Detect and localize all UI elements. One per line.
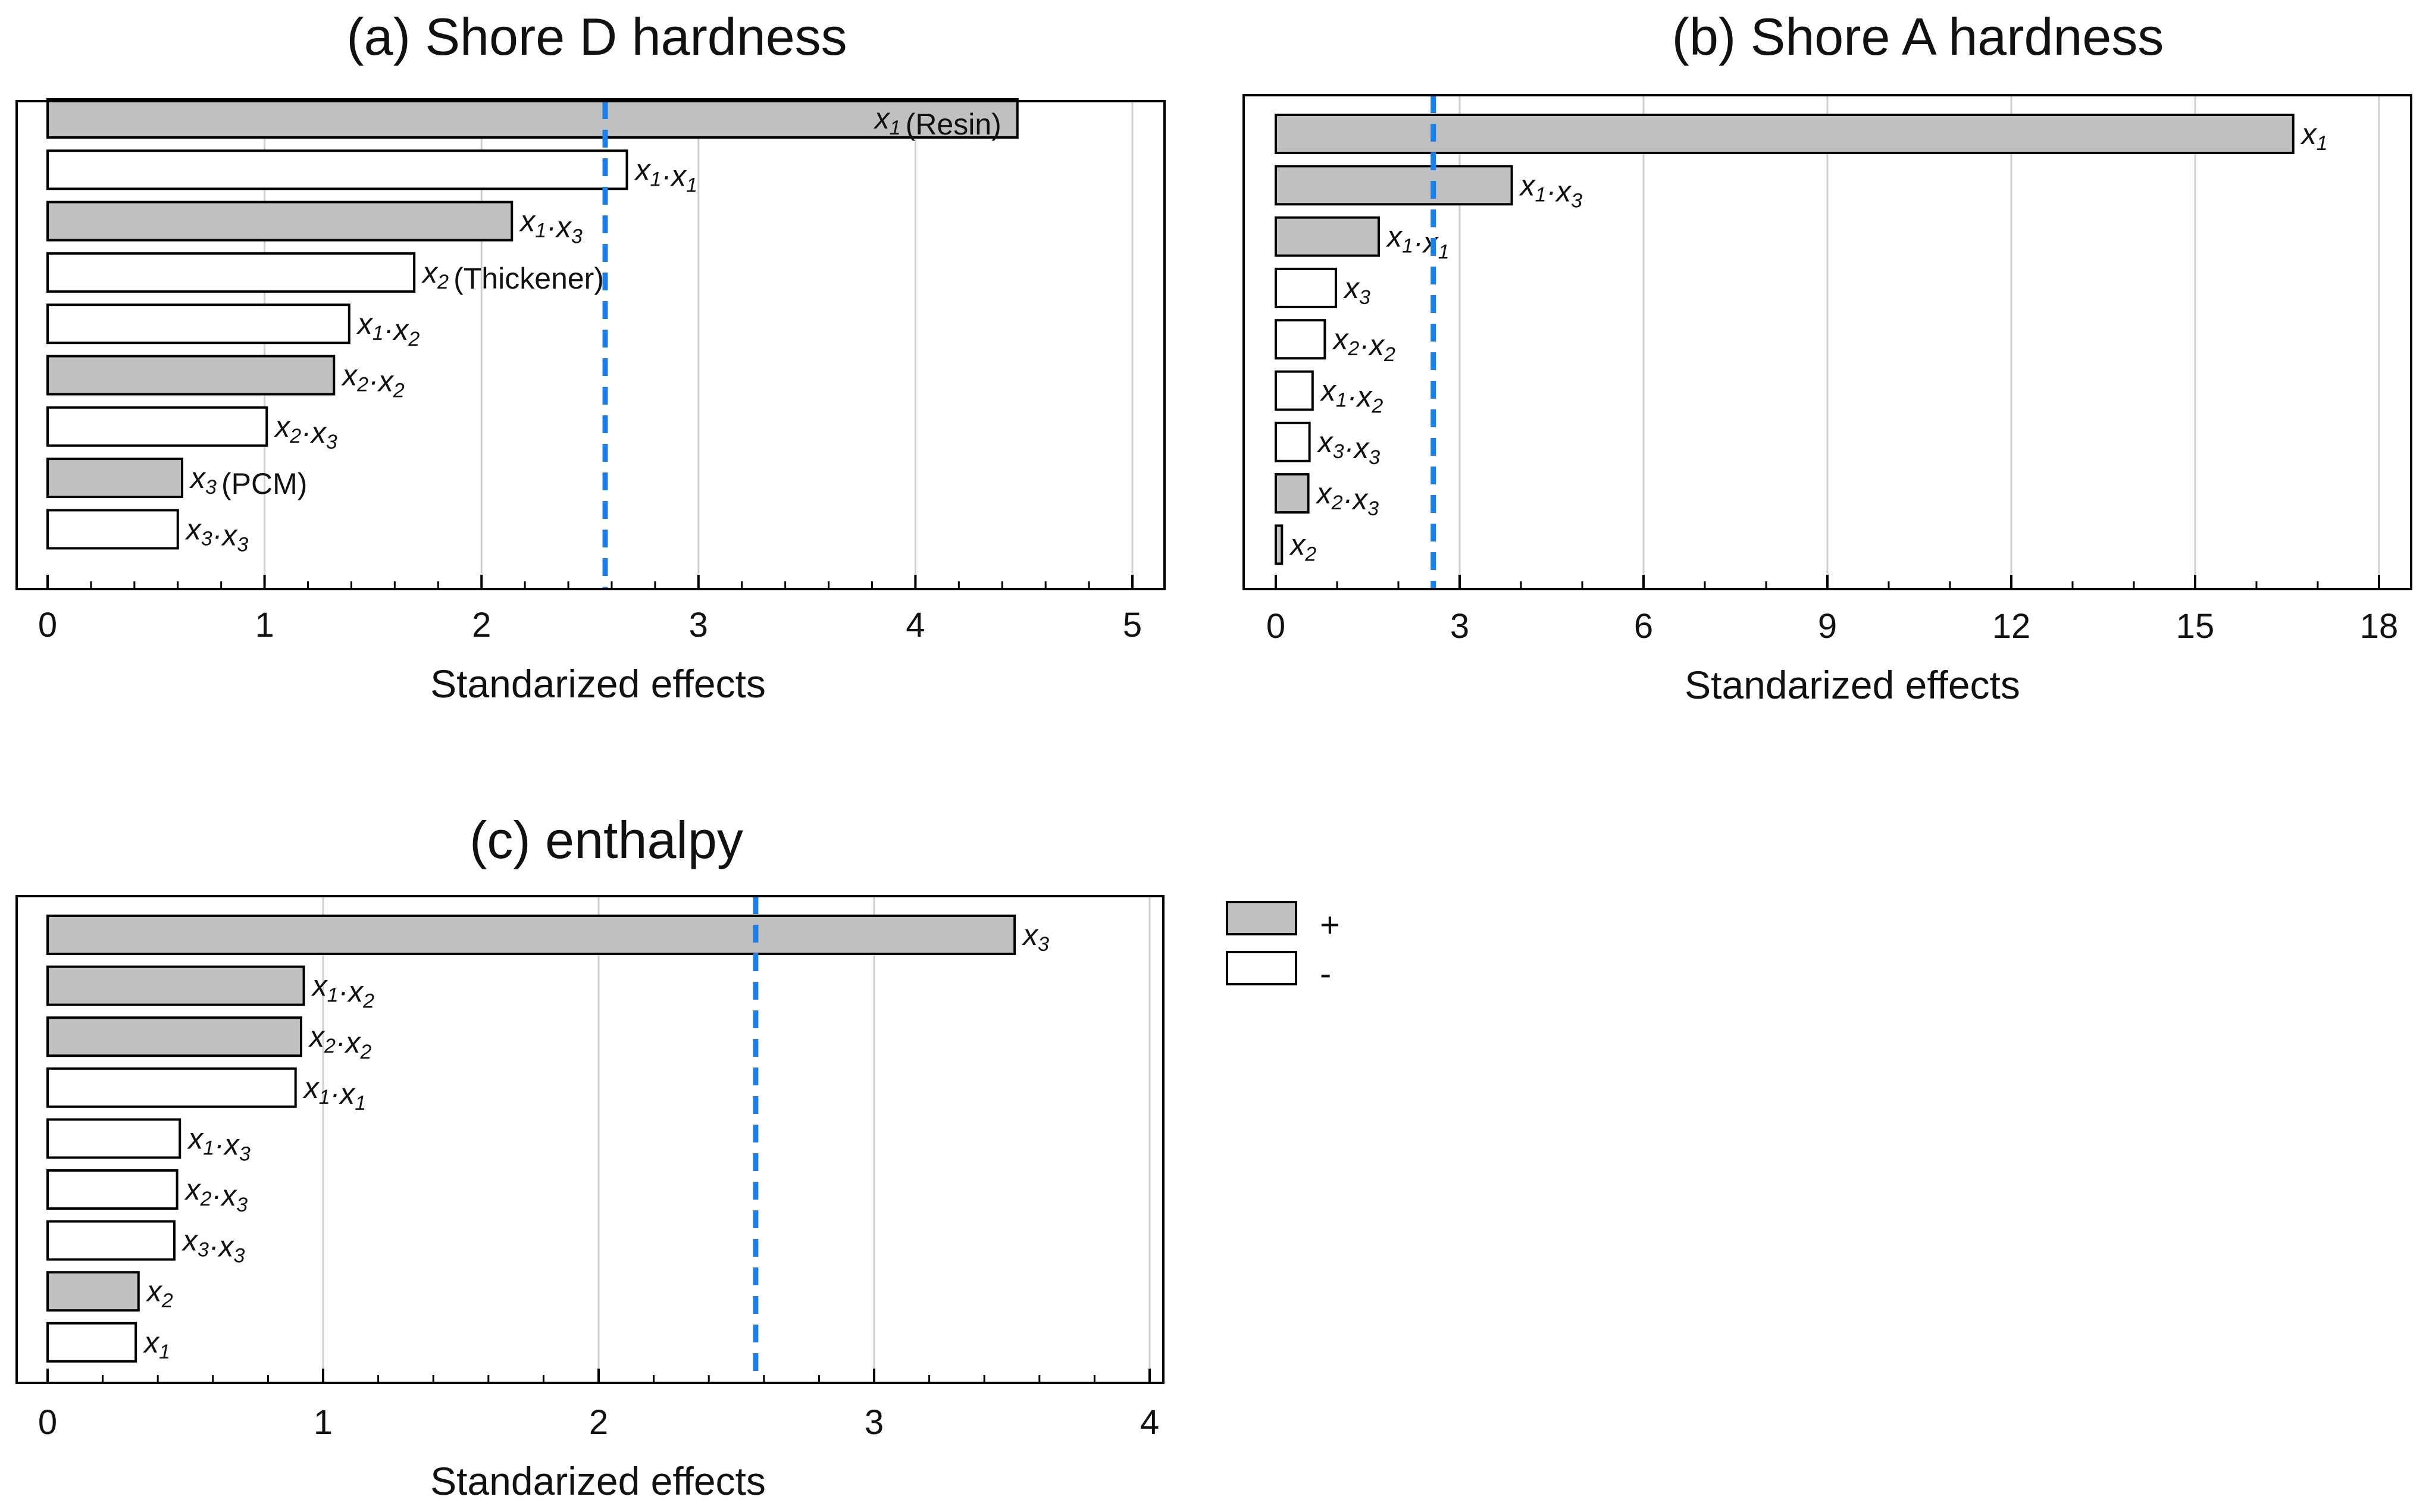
x-tick-label: 0 — [38, 606, 57, 644]
x-tick-label: 4 — [906, 606, 925, 644]
x-axis-label: Standarized effects — [1685, 663, 2020, 707]
plot-frame — [15, 100, 1166, 590]
legend-label-positive: + — [1320, 906, 1340, 944]
x-tick-label: 5 — [1123, 606, 1142, 644]
bar — [46, 1016, 302, 1057]
bar-label: x3·x3 — [181, 1224, 245, 1267]
bar-label: x1·x2 — [1320, 374, 1383, 418]
bar — [46, 915, 1016, 955]
bar-label: x1 (Resin) — [874, 102, 1001, 141]
panel-enthalpy: (c) enthalpy x3 x1·x2 x2·x2 x1·x1 x1·x3 x2·x3 x… — [15, 810, 1165, 1503]
bar-label: x1·x3 — [519, 205, 583, 248]
bar-label: x2·x3 — [184, 1173, 248, 1216]
x-tick-label: 4 — [1140, 1403, 1159, 1442]
bar — [46, 1067, 297, 1108]
bar — [46, 201, 514, 242]
legend-swatch-positive — [1226, 901, 1297, 935]
bar-label: x2·x3 — [1316, 477, 1379, 520]
bar-label: x3 — [1343, 271, 1370, 309]
plot-frame — [15, 895, 1165, 1384]
bar — [46, 1220, 176, 1261]
x-tick-label: 15 — [2176, 607, 2215, 646]
bar-label: x2·x2 — [341, 359, 405, 402]
bar-label: x1·x1 — [634, 153, 697, 196]
bar-label: x2·x2 — [308, 1020, 372, 1063]
bar-label: x1·x1 — [303, 1071, 367, 1115]
bar — [1275, 267, 1337, 308]
bar — [46, 98, 1019, 139]
bar — [1275, 473, 1310, 514]
bar-label: x1·x3 — [1519, 168, 1583, 212]
panel-shore-a: (b) Shore A hardness x1 x1·x3 x1·x1 x3 x2·x2 x… — [1242, 7, 2412, 707]
bar — [1275, 216, 1381, 257]
bar — [46, 1118, 181, 1159]
bar-label: x1·x2 — [311, 969, 375, 1013]
bar-label: x1 — [143, 1326, 170, 1363]
bar-label: x3·x3 — [1317, 425, 1381, 469]
x-tick-label: 6 — [1634, 607, 1653, 646]
bar — [46, 509, 179, 550]
bar-label: x2 — [146, 1275, 173, 1312]
bar — [1275, 421, 1311, 462]
x-tick-label: 9 — [1818, 607, 1837, 646]
bar — [1275, 319, 1326, 360]
x-tick-label: 18 — [2360, 607, 2399, 646]
bar — [46, 406, 268, 447]
bar — [46, 303, 350, 345]
bar-label: x2·x3 — [274, 410, 337, 453]
bar — [1275, 370, 1314, 411]
x-tick-label: 3 — [865, 1403, 884, 1442]
bar — [1275, 114, 2295, 154]
chart-title: (b) Shore A hardness — [1672, 7, 2164, 66]
bar — [46, 965, 305, 1006]
x-tick-label: 3 — [1450, 607, 1469, 646]
bar — [46, 149, 628, 190]
x-tick-label: 0 — [38, 1403, 57, 1442]
x-tick-label: 2 — [472, 606, 491, 644]
x-tick-label: 1 — [314, 1403, 333, 1442]
x-axis-label: Standarized effects — [430, 662, 766, 706]
legend-label-negative: - — [1320, 954, 1331, 993]
bar — [46, 1169, 179, 1210]
x-tick-label: 2 — [589, 1403, 608, 1442]
x-axis-label: Standarized effects — [430, 1459, 766, 1503]
panel-shore-d: (a) Shore D hardness x1 (Resin) x1·x1 x1·x3 x… — [15, 7, 1166, 706]
bar-label: x1·x3 — [187, 1122, 251, 1165]
bar-label: x1 — [2300, 117, 2328, 155]
bar-label: x1·x1 — [1386, 220, 1450, 264]
bar-label: x2 — [1289, 528, 1316, 565]
bar-label: x2·x2 — [1332, 323, 1395, 366]
bar — [46, 1322, 137, 1363]
x-tick-label: 12 — [1992, 607, 2031, 646]
x-tick-label: 0 — [1266, 607, 1285, 646]
legend: + - — [1226, 901, 1340, 993]
bar — [1275, 524, 1284, 565]
chart-title: (c) enthalpy — [469, 810, 743, 869]
bar-label: x3 — [1022, 918, 1049, 956]
bar — [46, 458, 184, 499]
bar-label: x3·x3 — [185, 512, 249, 556]
bar-label: x1·x2 — [356, 307, 420, 350]
chart-title: (a) Shore D hardness — [346, 7, 847, 66]
bar — [46, 1271, 140, 1312]
bar — [46, 252, 416, 293]
x-tick-label: 1 — [255, 606, 274, 644]
bar — [46, 355, 336, 396]
bar — [1275, 165, 1513, 206]
bar-label: x3 (PCM) — [189, 461, 307, 500]
legend-swatch-negative — [1226, 951, 1297, 985]
bar-label: x2 (Thickener) — [421, 256, 604, 295]
x-tick-label: 3 — [689, 606, 708, 644]
